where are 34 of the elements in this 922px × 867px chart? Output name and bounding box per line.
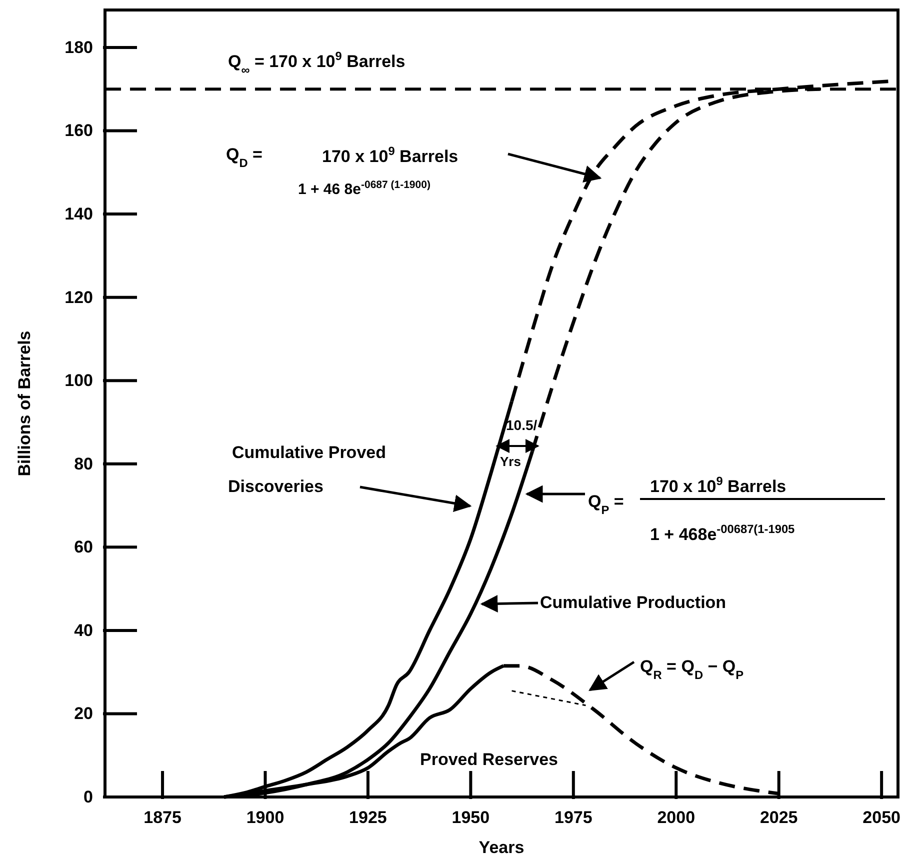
y-tick-label: 20: [74, 704, 93, 724]
y-tick-label: 0: [84, 787, 93, 806]
y-tick-label: 180: [64, 38, 93, 57]
annotation: Yrs: [500, 454, 521, 469]
x-tick-label: 2000: [657, 808, 696, 828]
annotation: Q$_{R}$ = Q$_{D}$ − Q$_{P}$: [640, 657, 744, 682]
y-tick-label: 140: [64, 204, 93, 224]
y-tick-label: 60: [74, 538, 93, 557]
y-tick-label: 100: [64, 371, 93, 390]
annotation: 170 x 10$^{9}$ Barrels: [650, 474, 786, 496]
y-tick-label: 120: [64, 288, 93, 307]
annotation: Cumulative Production: [540, 593, 726, 612]
x-tick-label: 1950: [452, 808, 490, 828]
annotation: Q$_{P}$ =: [588, 492, 624, 517]
annotation: Q$_{D}$ =: [226, 145, 263, 170]
annotation: Proved Reserves: [420, 750, 558, 769]
x-axis-title: Years: [478, 838, 524, 857]
x-tick-label: 1975: [554, 808, 592, 828]
annotation: 170 x 10$^{9}$ Barrels: [322, 144, 458, 166]
x-tick-label: 1900: [246, 808, 284, 828]
annotation: 1 + 46 8e$^{-0687 (1-1900)}$: [298, 179, 430, 198]
annotation: 1 + 468e$^{-00687(1-1905}$: [650, 522, 796, 544]
annotation: Discoveries: [228, 477, 324, 496]
x-tick-label: 1875: [144, 808, 182, 828]
x-tick-label: 2050: [862, 808, 900, 828]
annotation: 10.5/: [506, 417, 538, 433]
x-tick-label: 2025: [760, 808, 798, 828]
ref-line-label: Q$_{∞}$ = 170 x 10$^{9}$ Barrels: [228, 49, 406, 78]
y-axis-title: Billions of Barrels: [15, 330, 34, 476]
x-tick-label: 1925: [349, 808, 387, 828]
y-tick-label: 40: [74, 620, 93, 640]
y-tick-label: 160: [64, 121, 93, 140]
annotation: Cumulative Proved: [232, 443, 386, 462]
y-tick-label: 80: [74, 454, 93, 474]
